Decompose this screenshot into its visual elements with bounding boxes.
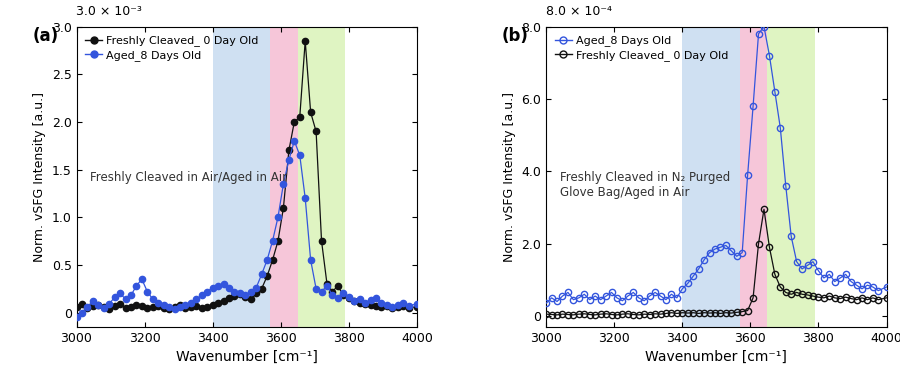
Bar — [298, 27, 346, 327]
Y-axis label: Norm. vSFG Intensity [a.u.]: Norm. vSFG Intensity [a.u.] — [503, 92, 516, 262]
Bar — [212, 27, 271, 327]
Bar — [682, 27, 740, 327]
X-axis label: Wavenumber [cm⁻¹]: Wavenumber [cm⁻¹] — [176, 350, 318, 364]
Bar — [740, 27, 768, 327]
Text: 8.0 × 10⁻⁴: 8.0 × 10⁻⁴ — [546, 5, 612, 17]
Text: Freshly Cleaved in Air/Aged in Air: Freshly Cleaved in Air/Aged in Air — [90, 171, 287, 184]
Text: 3.0 × 10⁻³: 3.0 × 10⁻³ — [76, 5, 142, 17]
X-axis label: Wavenumber [cm⁻¹]: Wavenumber [cm⁻¹] — [645, 350, 788, 364]
Text: (a): (a) — [32, 27, 58, 44]
Legend: Aged_8 Days Old, Freshly Cleaved_ 0 Day Old: Aged_8 Days Old, Freshly Cleaved_ 0 Day … — [552, 32, 732, 64]
Bar — [271, 27, 298, 327]
Y-axis label: Norm. vSFG Intensity [a.u.]: Norm. vSFG Intensity [a.u.] — [33, 92, 46, 262]
Text: Freshly Cleaved in N₂ Purged
Glove Bag/Aged in Air: Freshly Cleaved in N₂ Purged Glove Bag/A… — [560, 171, 730, 199]
Legend: Freshly Cleaved_ 0 Day Old, Aged_8 Days Old: Freshly Cleaved_ 0 Day Old, Aged_8 Days … — [82, 32, 262, 64]
Text: (b): (b) — [502, 27, 529, 44]
Bar — [768, 27, 815, 327]
